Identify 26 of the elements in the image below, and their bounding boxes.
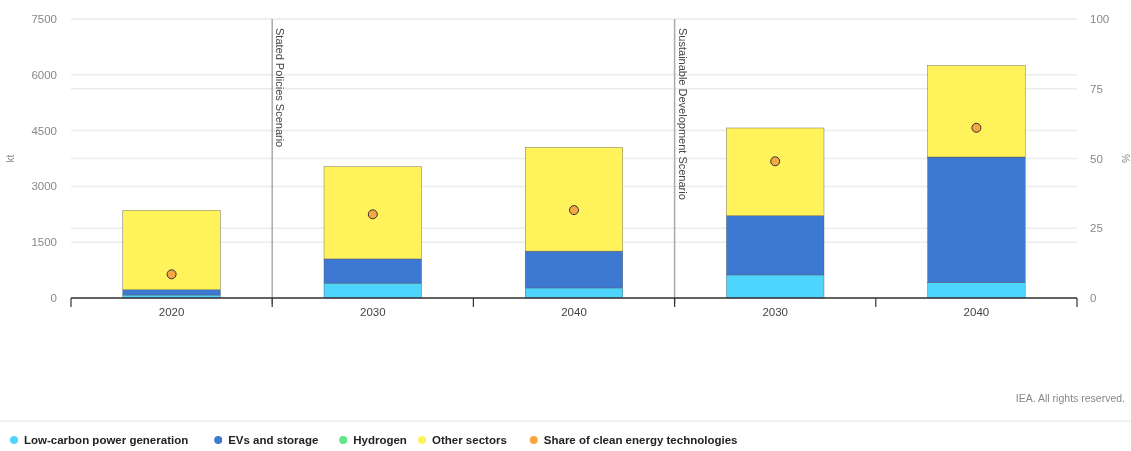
annotation: Sustainable Development Scenario xyxy=(676,28,689,200)
legend-label: Low-carbon power generation xyxy=(24,434,189,446)
y-tick-label: 3000 xyxy=(31,180,57,193)
x-tick-label: 2040 xyxy=(561,306,587,318)
y-tick-label: 6000 xyxy=(31,68,57,81)
annotation: Stated Policies Scenario xyxy=(274,28,287,148)
x-tick-label: 2020 xyxy=(158,306,185,318)
y-tick-label: 7500 xyxy=(31,13,57,26)
legend-label: Share of clean energy technologies xyxy=(543,434,738,446)
legend-label: Hydrogen xyxy=(353,434,407,446)
y2-tick-label: 0 xyxy=(1090,292,1097,305)
y2-tick-label: 25 xyxy=(1090,222,1103,235)
y-tick-label: 1500 xyxy=(31,236,57,249)
y-tick-label: 4500 xyxy=(31,124,57,137)
x-tick-label: 2030 xyxy=(762,306,788,318)
y2-tick-label: 75 xyxy=(1090,82,1103,95)
y-axis-title: kt xyxy=(5,154,16,163)
y-tick-label: 0 xyxy=(50,292,57,305)
y2-tick-label: 100 xyxy=(1090,13,1110,26)
legend-label: EVs and storage xyxy=(228,434,319,446)
text: IEA. All rights reserved. xyxy=(1015,392,1125,404)
y2-axis-title: % xyxy=(1120,154,1131,164)
legend-label: Other sectors xyxy=(432,434,507,446)
y2-tick-label: 50 xyxy=(1090,152,1103,165)
x-tick-label: 2040 xyxy=(963,306,990,318)
x-tick-label: 2030 xyxy=(360,306,386,318)
